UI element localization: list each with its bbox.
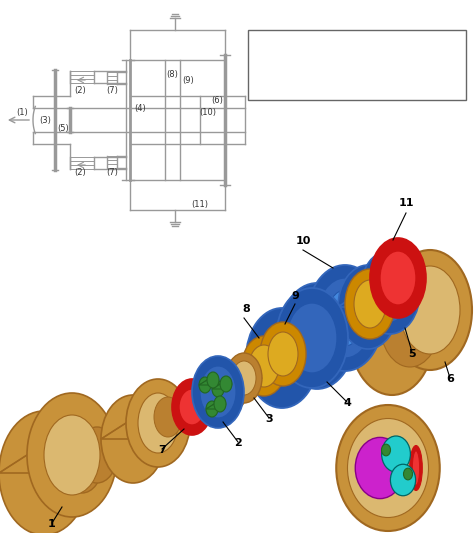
Text: 5: coupling: 5: coupling [254,68,308,78]
Text: 3: sun gear: 3: sun gear [254,54,310,64]
Polygon shape [0,455,117,473]
Text: (2): (2) [74,85,86,94]
Text: 10: 10 [295,236,310,246]
Ellipse shape [214,396,226,412]
Ellipse shape [360,250,420,334]
Polygon shape [246,338,348,358]
Text: 6: 6 [446,374,454,384]
Text: 2: planet gears: 2: planet gears [360,40,434,50]
Text: (9): (9) [182,76,194,85]
Polygon shape [101,423,190,439]
Ellipse shape [276,288,348,388]
Text: 6: case: 6: case [360,68,395,78]
Text: (8): (8) [166,70,178,79]
Polygon shape [212,378,262,387]
Text: 1: housing: 1: housing [254,40,305,50]
Ellipse shape [410,446,422,490]
Ellipse shape [212,362,248,412]
Polygon shape [199,380,219,385]
Ellipse shape [380,251,416,305]
Polygon shape [62,455,117,465]
Ellipse shape [354,280,386,328]
Ellipse shape [260,322,306,386]
Ellipse shape [345,269,395,339]
Ellipse shape [220,376,232,392]
Ellipse shape [380,279,440,367]
Polygon shape [279,318,383,336]
Ellipse shape [268,332,298,376]
Ellipse shape [355,438,405,498]
Ellipse shape [317,278,373,358]
Ellipse shape [77,427,117,483]
Text: (3): (3) [39,116,51,125]
Ellipse shape [232,361,256,395]
Text: 11: 11 [398,198,414,208]
Text: 2: 2 [234,438,242,448]
Ellipse shape [246,308,318,408]
Ellipse shape [336,405,440,531]
Ellipse shape [370,262,410,322]
Text: 9: 9 [291,291,299,301]
Ellipse shape [412,451,419,485]
Text: (6): (6) [211,95,223,104]
Ellipse shape [400,266,460,354]
Ellipse shape [0,411,89,533]
Ellipse shape [350,275,434,395]
Text: 3: 3 [265,414,273,424]
Ellipse shape [391,464,416,496]
Ellipse shape [44,415,100,495]
Ellipse shape [126,379,190,467]
Ellipse shape [388,250,472,370]
Ellipse shape [347,418,428,518]
Text: 8: 8 [242,304,250,314]
Text: (7): (7) [106,168,118,177]
Ellipse shape [207,372,219,388]
Polygon shape [338,292,420,307]
Text: 7,8,9,10,11: thrust washers: 7,8,9,10,11: thrust washers [254,82,389,92]
Text: 4: 4 [343,398,351,408]
Ellipse shape [101,395,165,483]
Text: (10): (10) [200,108,217,117]
Text: 5: 5 [408,349,416,359]
Ellipse shape [199,377,211,393]
Ellipse shape [200,366,236,418]
Ellipse shape [27,393,117,517]
Text: (4): (4) [134,103,146,112]
Ellipse shape [338,265,398,349]
Ellipse shape [172,379,212,435]
Text: 7: 7 [158,445,166,455]
Ellipse shape [62,437,102,493]
Ellipse shape [287,303,337,373]
Text: 4: internal gear: 4: internal gear [360,54,436,64]
Ellipse shape [192,356,244,428]
Text: 1: 1 [48,519,56,529]
Ellipse shape [206,401,218,417]
Ellipse shape [382,436,410,472]
Ellipse shape [279,283,355,389]
Polygon shape [350,310,472,335]
Ellipse shape [370,238,426,318]
Ellipse shape [327,290,363,346]
Text: (7): (7) [106,85,118,94]
Ellipse shape [242,336,286,396]
Polygon shape [206,404,226,409]
Text: (11): (11) [191,200,209,209]
Ellipse shape [154,397,182,437]
Ellipse shape [226,353,262,403]
Ellipse shape [307,265,383,371]
Text: (2): (2) [74,168,86,177]
Ellipse shape [382,444,391,456]
Polygon shape [212,384,232,389]
Ellipse shape [212,381,224,397]
Text: (5): (5) [57,124,69,133]
Text: (1): (1) [16,108,28,117]
Ellipse shape [249,345,279,387]
FancyBboxPatch shape [248,30,466,100]
Ellipse shape [179,389,205,425]
Ellipse shape [138,393,178,453]
Ellipse shape [403,468,412,480]
